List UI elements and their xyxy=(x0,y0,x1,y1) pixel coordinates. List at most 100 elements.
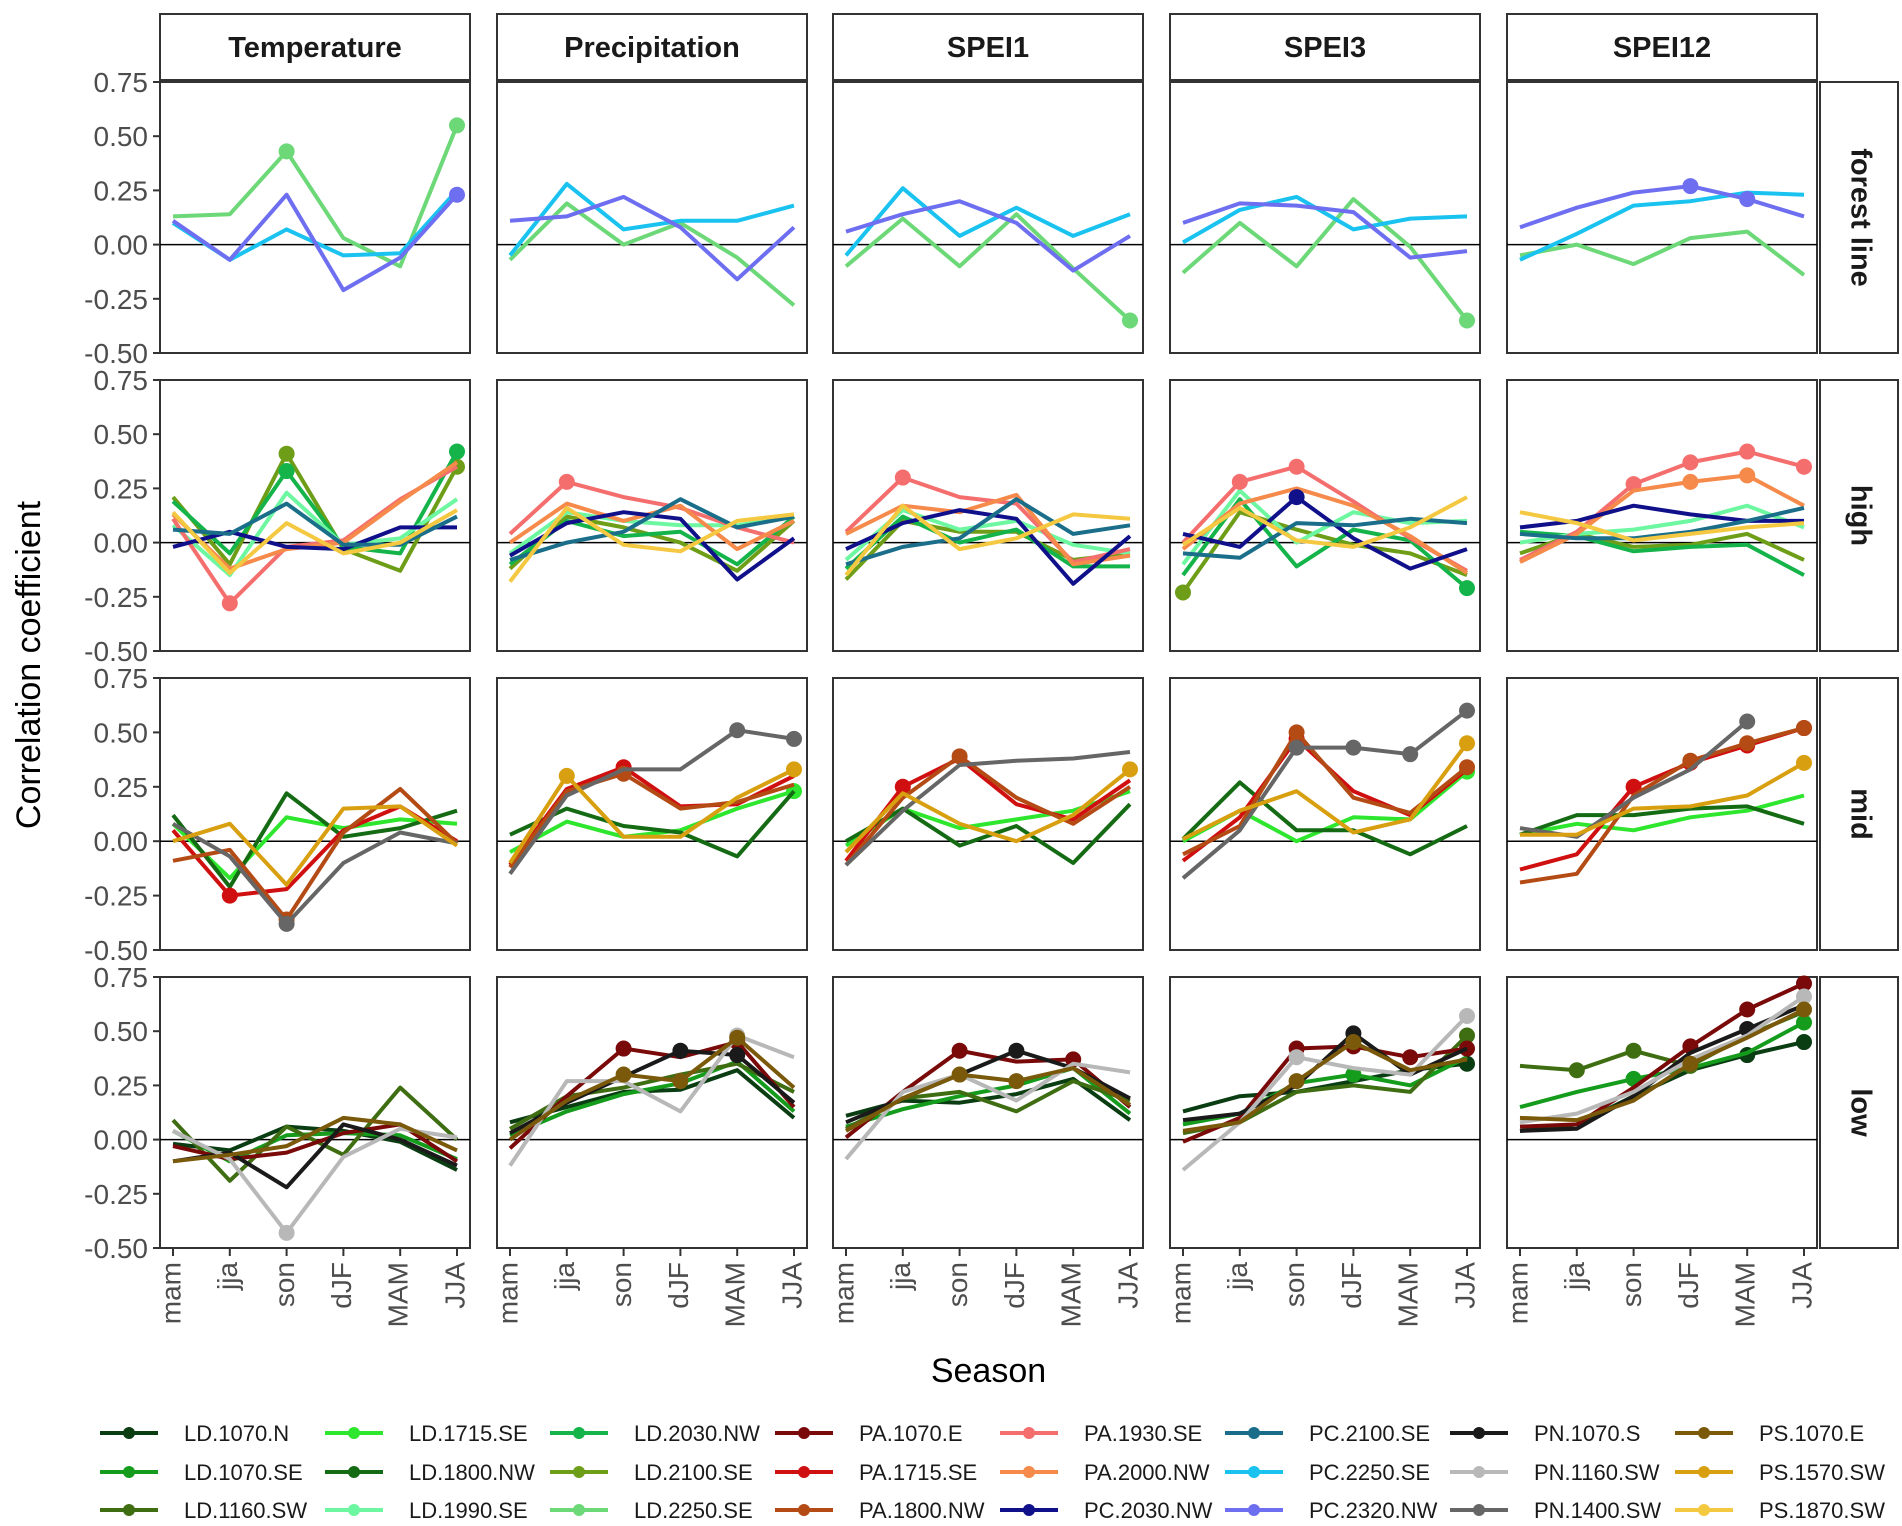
significant-point xyxy=(1459,759,1475,776)
significant-point xyxy=(615,1066,632,1083)
legend-item: LD.2030.NW xyxy=(550,1421,760,1446)
legend-key-point xyxy=(1023,1427,1035,1439)
row-strip-label: mid xyxy=(1844,788,1876,840)
legend-key-point xyxy=(123,1466,135,1478)
legend-key-point xyxy=(573,1504,585,1516)
significant-point xyxy=(786,730,802,747)
legend-key-point xyxy=(1473,1466,1485,1478)
y-axis-title: Correlation coefficient xyxy=(10,500,48,829)
x-tick-label: MAM xyxy=(1056,1262,1087,1327)
legend-key-point xyxy=(1023,1504,1035,1516)
significant-point xyxy=(951,1066,968,1083)
legend-label: LD.1070.SE xyxy=(184,1460,303,1485)
significant-point xyxy=(1288,458,1305,475)
legend-label: LD.2030.NW xyxy=(634,1421,760,1446)
series-line-pc-2100-se xyxy=(845,497,1131,567)
legend-item: PA.1070.E xyxy=(775,1421,963,1446)
series-line-ld-2100-se xyxy=(1181,510,1468,594)
significant-point xyxy=(951,1042,968,1059)
series-line-pa-1930-se xyxy=(844,475,1131,565)
y-tick-label: 0.75 xyxy=(94,663,149,694)
significant-point xyxy=(1796,720,1812,737)
legend-item: PA.1930.SE xyxy=(1000,1421,1202,1446)
series-line-pc-2320-nw xyxy=(1182,201,1468,260)
y-tick-label: 0.50 xyxy=(94,717,149,748)
legend-label: PA.1715.SE xyxy=(859,1460,977,1485)
legend-label: LD.1070.N xyxy=(184,1421,289,1446)
significant-point xyxy=(1625,1042,1642,1059)
series-line-ps-1870-sw xyxy=(1519,510,1805,543)
legend-label: PS.1070.E xyxy=(1759,1421,1864,1446)
significant-point xyxy=(1459,580,1475,597)
legend-key-point xyxy=(348,1504,360,1516)
legend-key-point xyxy=(1698,1466,1710,1478)
series-line-pn-1160-sw xyxy=(1519,994,1806,1125)
legend-item: PC.2100.SE xyxy=(1225,1421,1430,1446)
series-line-ps-1070-e xyxy=(1182,1040,1468,1133)
x-tick-label: mam xyxy=(1165,1262,1196,1324)
series-line-ps-1570-sw xyxy=(844,767,1132,854)
legend-label: PN.1160.SW xyxy=(1534,1460,1660,1485)
legend-label: LD.1715.SE xyxy=(409,1421,528,1446)
significant-point xyxy=(558,473,575,490)
series-line-pn-1400-sw xyxy=(1181,709,1469,880)
significant-point xyxy=(1682,1055,1699,1072)
y-tick-label: 0.00 xyxy=(94,826,149,857)
series-line-ld-1070-n xyxy=(172,1124,458,1172)
y-tick-label: 0.25 xyxy=(94,175,149,206)
legend-key-point xyxy=(1698,1504,1710,1516)
significant-point xyxy=(1288,1073,1305,1090)
significant-point xyxy=(1345,1034,1362,1051)
legend-key-point xyxy=(348,1466,360,1478)
x-tick-label: son xyxy=(269,1262,300,1307)
row-strip xyxy=(1819,81,1899,354)
legend-label: LD.1990.SE xyxy=(409,1498,528,1521)
significant-point xyxy=(1122,312,1138,329)
significant-point xyxy=(278,445,295,462)
significant-point xyxy=(1682,473,1699,490)
significant-point xyxy=(1122,761,1138,778)
legend-key-point xyxy=(798,1427,810,1439)
series-line-ld-1715-se xyxy=(509,789,795,854)
significant-point xyxy=(729,1029,746,1046)
legend-item: PC.2320.NW xyxy=(1225,1498,1438,1523)
column-strip xyxy=(832,13,1144,81)
legend-key-point xyxy=(1473,1427,1485,1439)
x-tick-label: MAM xyxy=(383,1262,414,1327)
x-tick-label: dJF xyxy=(1673,1262,1704,1309)
legend-label: PC.2030.NW xyxy=(1084,1498,1213,1521)
significant-point xyxy=(729,722,746,739)
legend-key-point xyxy=(1248,1427,1260,1439)
significant-point xyxy=(278,143,295,160)
column-strip-label: SPEI12 xyxy=(1613,32,1711,64)
significant-point xyxy=(615,1040,632,1057)
legend-item: PS.1070.E xyxy=(1675,1421,1864,1446)
legend-label: PC.2320.NW xyxy=(1309,1498,1438,1521)
series-line-pa-2000-nw xyxy=(1181,486,1469,575)
significant-point xyxy=(278,463,295,480)
x-tick-label: mam xyxy=(828,1262,859,1324)
legend-key-point xyxy=(123,1427,135,1439)
legend-label: LD.1160.SW xyxy=(184,1498,307,1521)
x-tick-label: MAM xyxy=(1393,1262,1424,1327)
series-line-ps-1870-sw xyxy=(171,508,458,575)
legend-label: PS.1870.SW xyxy=(1759,1498,1885,1521)
x-tick-label: MAM xyxy=(1730,1262,1761,1327)
significant-point xyxy=(221,887,238,904)
y-tick-label: -0.25 xyxy=(84,284,148,315)
significant-point xyxy=(729,1047,746,1064)
significant-point xyxy=(278,1224,295,1241)
series-line-ld-1800-nw xyxy=(1181,780,1468,857)
series-line-ld-1160-sw xyxy=(509,1061,795,1131)
significant-point xyxy=(558,767,575,784)
y-tick-label: 0.50 xyxy=(94,419,149,450)
significant-point xyxy=(1682,454,1699,471)
y-tick-label: -0.25 xyxy=(84,1179,148,1210)
series-line-ld-1990-se xyxy=(171,490,459,578)
significant-point xyxy=(1288,489,1305,506)
legend-item: PA.1800.NW xyxy=(775,1498,985,1523)
series-line-pc-2100-se xyxy=(1182,516,1468,560)
x-tick-label: JJA xyxy=(1112,1262,1143,1309)
significant-point xyxy=(1402,746,1419,763)
